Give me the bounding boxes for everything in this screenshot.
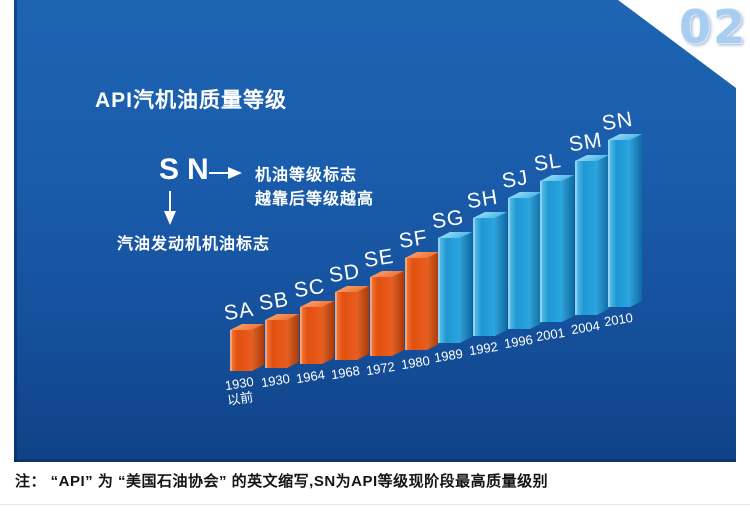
bar-sc-side-face: [322, 301, 334, 364]
bottom-divider: [0, 504, 750, 505]
bar-sd-side-face: [357, 286, 369, 360]
bar-sc-front-face: [300, 307, 322, 364]
grade-label-sg: SG: [430, 205, 466, 234]
grade-label-sh: SH: [465, 185, 500, 214]
grade-label-sl: SL: [532, 148, 564, 177]
bar-sb-side-face: [287, 314, 299, 368]
bar-sm-front-face: [575, 161, 597, 315]
bar-sl: [540, 175, 574, 322]
bar-sb: [265, 314, 299, 368]
grade-label-se: SE: [362, 244, 396, 273]
panel-left-edge: [14, 0, 17, 462]
bar-sm: [575, 155, 609, 315]
bar-se-side-face: [392, 271, 404, 356]
grade-label-sa: SA: [222, 297, 256, 326]
bar-se-front-face: [370, 277, 392, 356]
bar-sb-front-face: [265, 320, 287, 368]
bar-sh-side-face: [495, 212, 507, 336]
grade-label-sj: SJ: [500, 166, 531, 193]
grade-mark-caption-line2: 越靠后等级越高: [255, 191, 375, 208]
bar-sn-front-face: [608, 140, 630, 307]
bar-sg-side-face: [460, 232, 472, 343]
bar-sn: [608, 134, 642, 307]
bar-sl-side-face: [562, 175, 574, 322]
bar-sj-front-face: [508, 198, 530, 329]
bar-sj: [508, 192, 542, 329]
bar-sh: [473, 212, 507, 336]
page-title: API汽机油质量等级: [95, 89, 288, 112]
footnote: 注： “API” 为 “美国石油协会” 的英文缩写,SN为API等级现阶段最高质…: [15, 473, 549, 490]
bar-sg-front-face: [438, 238, 460, 343]
bar-sa-side-face: [252, 324, 264, 371]
bar-sf-front-face: [405, 258, 427, 350]
bar-sa-front-face: [230, 330, 252, 371]
bar-sd: [335, 286, 369, 360]
bar-sl-front-face: [540, 181, 562, 322]
grade-label-sd: SD: [327, 259, 362, 288]
grade-mark-caption-line1: 机油等级标志: [255, 167, 358, 184]
bar-sa: [230, 324, 264, 371]
year-label-sa: 1930 以前: [223, 373, 255, 409]
bar-sg: [438, 232, 472, 343]
grade-label-sb: SB: [257, 287, 291, 316]
bar-sd-front-face: [335, 292, 357, 360]
bar-sf: [405, 252, 439, 350]
grade-label-sf: SF: [397, 225, 430, 254]
grade-label-sc: SC: [292, 274, 327, 303]
bar-sc: [300, 301, 334, 364]
grade-label-sn: SN: [600, 107, 635, 136]
bar-sh-front-face: [473, 218, 495, 336]
engine-oil-mark-caption: 汽油发动机机油标志: [117, 236, 271, 253]
grade-example-label: SN: [159, 153, 217, 186]
page-number: 02: [678, 0, 747, 54]
bar-sn-side-face: [630, 134, 642, 307]
panel-bottom-edge: [14, 459, 736, 462]
bar-se: [370, 271, 404, 356]
